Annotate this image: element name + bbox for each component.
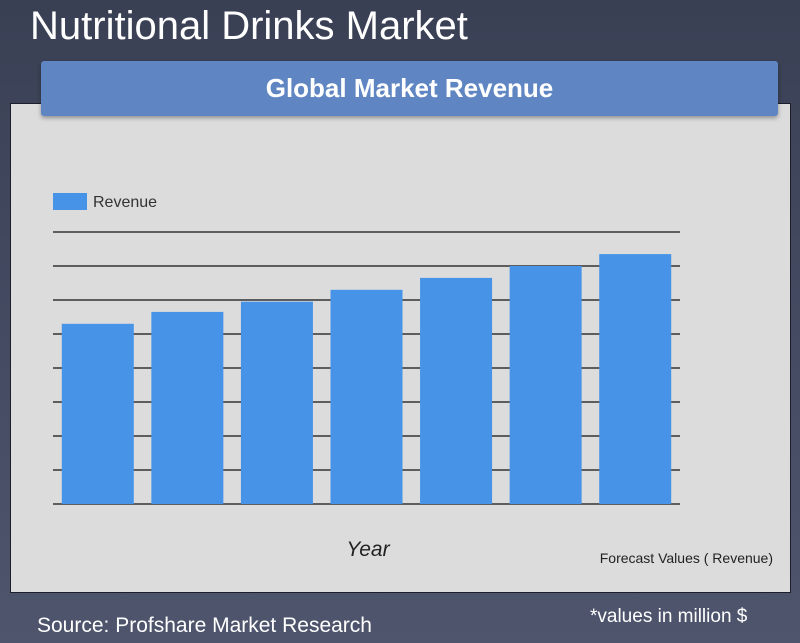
legend-label: Revenue bbox=[93, 194, 157, 211]
chart-title-banner: Global Market Revenue bbox=[41, 61, 778, 116]
bar bbox=[599, 254, 672, 504]
bar bbox=[61, 323, 134, 504]
legend: Revenue bbox=[53, 193, 157, 211]
bar bbox=[330, 289, 403, 504]
bars bbox=[61, 254, 672, 504]
bar bbox=[509, 266, 582, 504]
x-axis-label: Year bbox=[346, 538, 390, 561]
bar bbox=[420, 277, 493, 504]
forecast-note: Forecast Values ( Revenue) bbox=[600, 550, 773, 566]
chart-title: Global Market Revenue bbox=[265, 73, 554, 103]
source-text: Source: Profshare Market Research bbox=[37, 614, 372, 637]
units-note: *values in million $ bbox=[590, 606, 748, 627]
bar bbox=[240, 301, 313, 504]
page-title: Nutritional Drinks Market bbox=[30, 4, 468, 48]
legend-swatch bbox=[53, 193, 87, 210]
bar bbox=[151, 311, 224, 504]
